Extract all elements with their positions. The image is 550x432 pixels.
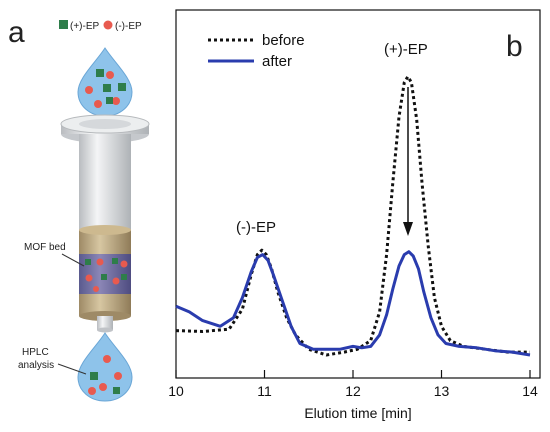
hplc-leader [57, 363, 87, 375]
panel-b-letter: b [506, 30, 523, 63]
panel-a: a (+)-EP (-)-EP [8, 16, 150, 402]
decrease-arrow [403, 87, 413, 236]
x-tick-label: 10 [168, 383, 184, 399]
mof-bed-label: MOF bed [24, 242, 66, 253]
output-droplet [77, 332, 133, 402]
mof-bed-leader [61, 253, 85, 267]
series-line-after [175, 250, 531, 357]
plus-ep-legend-label: (+)-EP [70, 21, 100, 32]
x-tick-label: 13 [434, 383, 450, 399]
plot-frame [175, 9, 541, 379]
minus-ep-legend-label: (-)-EP [115, 21, 142, 32]
column [60, 114, 150, 333]
x-axis-label: Elution time [min] [304, 405, 411, 421]
minus-ep-legend-circle [103, 20, 113, 30]
panel-b: b before after 10 11 12 13 14 (-)-EP (+)-EP … [168, 9, 541, 421]
x-tick-label: 12 [345, 383, 361, 399]
x-tick-label: 11 [257, 383, 272, 399]
legend-before-label: before [262, 32, 305, 49]
series-layer [175, 75, 531, 357]
hplc-label-line2: analysis [18, 360, 54, 371]
input-droplet [77, 47, 133, 117]
hplc-label-line1: HPLC [22, 347, 49, 358]
minus-ep-annotation: (-)-EP [236, 219, 276, 236]
plus-ep-annotation: (+)-EP [384, 41, 428, 58]
series-line-before [175, 75, 530, 357]
x-tick-label: 14 [522, 383, 538, 399]
legend: before after [208, 32, 305, 70]
plus-ep-legend-square [59, 20, 68, 29]
panel-a-letter: a [8, 16, 25, 49]
x-axis: 10 11 12 13 14 [168, 370, 538, 399]
legend-after-label: after [262, 53, 292, 70]
